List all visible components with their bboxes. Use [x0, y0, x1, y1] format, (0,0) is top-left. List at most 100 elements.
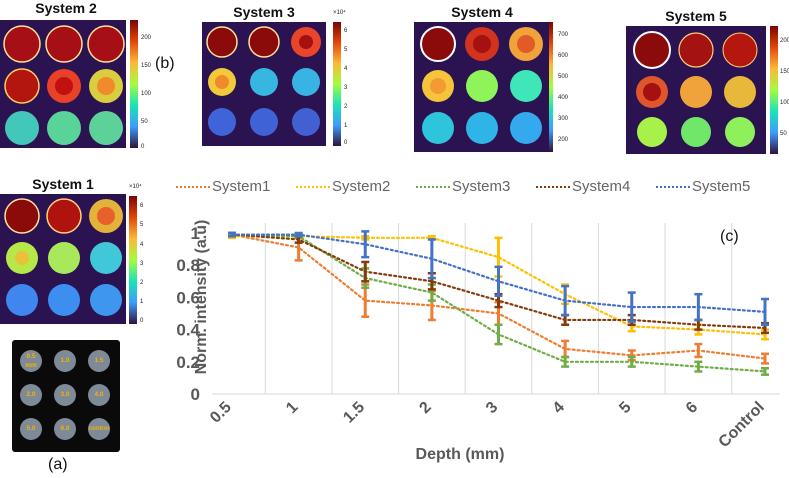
phantom-hole-label: 5.0 — [20, 418, 42, 440]
heatmap-image-system-5 — [633, 31, 758, 147]
panel-label-a: (a) — [48, 456, 68, 473]
x-axis-label: Depth (mm) — [415, 446, 505, 463]
chart-legend: System1 System2 System3 System4 System5 — [176, 178, 776, 198]
data-point — [430, 291, 434, 295]
x-tick-label: 1.5 — [340, 399, 368, 427]
colorbar-tick: 100 — [780, 100, 789, 106]
data-point — [563, 299, 567, 303]
heatmap-system-5 — [626, 26, 766, 154]
heatmap-title-system-2: System 2 — [35, 0, 97, 16]
colorbar-tick: 700 — [558, 32, 569, 38]
colorbar-tick: 50 — [780, 131, 787, 137]
phantom-hole-label: 1.0 — [54, 350, 76, 372]
phantom-hole-label: 0.5 mm — [20, 350, 42, 372]
colorbar-system-2 — [130, 20, 138, 148]
colorbar-tick: 50 — [141, 119, 148, 125]
data-point — [430, 257, 434, 261]
colorbar-tick: 1 — [344, 123, 348, 129]
legend-label: System5 — [692, 178, 751, 195]
series-layer — [228, 230, 769, 376]
colorbar-ticks-system-1: 6 5 4 3 2 1 0 — [140, 196, 152, 324]
legend-label: System2 — [332, 178, 391, 195]
colorbar-ticks-system-3: 6 5 4 3 2 1 0 — [344, 22, 358, 146]
data-point — [497, 312, 500, 315]
colorbar-system-1 — [129, 196, 137, 324]
legend-label: System1 — [212, 178, 271, 195]
data-point — [563, 360, 567, 364]
data-point — [563, 347, 567, 351]
x-tick-label: 4 — [550, 399, 568, 417]
data-point — [430, 303, 434, 307]
data-point — [297, 233, 301, 237]
data-point — [563, 318, 567, 322]
data-point — [297, 237, 301, 241]
heatmap-image-system-1 — [4, 198, 123, 316]
colorbar-system-3 — [333, 22, 341, 146]
heatmap-system-4 — [414, 22, 550, 152]
x-tick-label: 6 — [683, 399, 701, 417]
colorbar-ticks-system-2: 200 150 100 50 0 — [141, 20, 161, 150]
legend-item-system2: System2 — [296, 178, 390, 195]
data-point — [696, 365, 700, 369]
data-point — [430, 279, 434, 283]
colorbar-tick: 2 — [344, 104, 348, 110]
colorbar-tick: 6 — [140, 203, 144, 209]
legend-swatch — [176, 186, 210, 189]
colorbar-multiplier-system-1: ×10⁴ — [129, 184, 142, 190]
x-tick-label: 5 — [616, 399, 634, 417]
x-tick-label: 1 — [283, 399, 301, 417]
colorbar-tick: 600 — [558, 53, 569, 59]
colorbar-tick: 0 — [141, 144, 145, 150]
colorbar-tick: 200 — [780, 38, 789, 44]
colorbar-tick: 200 — [558, 137, 569, 143]
colorbar-tick: 0 — [140, 318, 144, 324]
data-point — [763, 369, 767, 373]
colorbar-tick: 150 — [141, 63, 152, 69]
y-axis-label: Norm. intensity (a.u) — [193, 219, 210, 375]
legend-item-system3: System3 — [416, 178, 510, 195]
x-tick-label: 0.5 — [207, 399, 235, 427]
data-point — [230, 233, 234, 237]
y-tick-label: 1 — [191, 224, 200, 243]
phantom-photo: 0.5 mm 1.0 1.5 2.0 3.0 4.0 5.0 6.0 contr… — [12, 340, 120, 452]
data-point — [297, 245, 301, 249]
data-point — [763, 326, 767, 330]
phantom-hole-label: 1.5 — [88, 350, 110, 372]
phantom-hole-label: 4.0 — [88, 384, 110, 406]
heatmap-title-system-5: System 5 — [665, 8, 727, 24]
colorbar-tick: 5 — [344, 47, 348, 53]
legend-label: System4 — [572, 178, 631, 195]
x-tick-label: 3 — [483, 399, 501, 417]
colorbar-tick: 0 — [344, 140, 348, 146]
colorbar-tick: 1 — [140, 299, 144, 305]
panel-label-c: (c) — [720, 228, 739, 245]
colorbar-tick: 100 — [141, 91, 152, 97]
data-point — [630, 305, 634, 309]
data-point — [763, 310, 767, 314]
heatmap-title-system-4: System 4 — [451, 4, 513, 20]
colorbar-tick: 4 — [344, 66, 348, 72]
y-tick-label: 0.4 — [176, 321, 200, 340]
data-point — [363, 242, 367, 246]
grid-layer — [264, 223, 733, 394]
panel-label-b: (b) — [155, 55, 175, 72]
data-point — [497, 332, 500, 336]
colorbar-multiplier-system-3: ×10⁴ — [333, 10, 346, 16]
legend-swatch — [416, 186, 450, 189]
colorbar-tick: 4 — [140, 242, 144, 248]
colorbar-tick: 400 — [558, 95, 569, 101]
data-point — [630, 360, 634, 364]
y-tick-label: 0 — [191, 385, 200, 404]
colorbar-tick: 150 — [780, 69, 789, 75]
y-tick-label: 0.8 — [176, 256, 200, 275]
legend-item-system4: System4 — [536, 178, 630, 195]
axis-layer: 0 0.2 0.4 0.6 0.8 1 0.5 1 1.5 2 3 4 5 6 Control — [176, 224, 780, 451]
heatmap-image-system-2 — [3, 25, 125, 145]
x-tick-label: Control — [716, 399, 768, 451]
colorbar-tick: 2 — [140, 280, 144, 286]
heatmap-system-2 — [0, 20, 126, 148]
data-point — [763, 357, 767, 361]
legend-swatch — [536, 186, 570, 189]
colorbar-ticks-system-5: 200 150 100 50 — [780, 26, 789, 154]
heatmap-image-system-3 — [206, 26, 321, 136]
